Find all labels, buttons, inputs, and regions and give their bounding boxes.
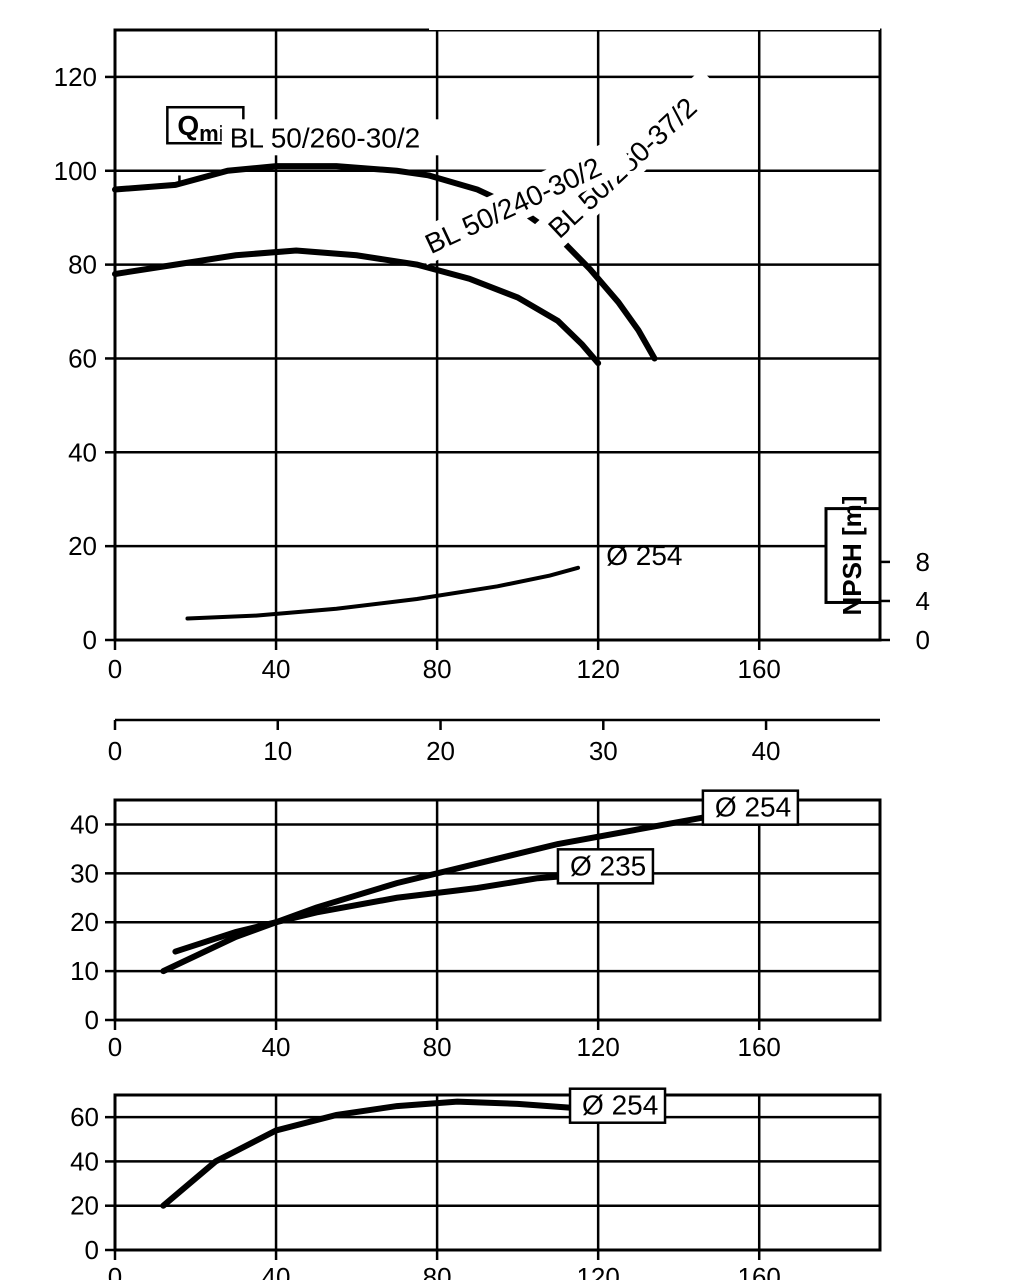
svg-text:0: 0 [108, 736, 122, 766]
svg-text:BL 50/260-30/2: BL 50/260-30/2 [230, 122, 420, 153]
svg-text:0: 0 [85, 1005, 99, 1035]
svg-text:160: 160 [738, 1262, 781, 1280]
svg-text:40: 40 [262, 1262, 291, 1280]
svg-text:120: 120 [576, 1262, 619, 1280]
svg-text:80: 80 [423, 654, 452, 684]
svg-text:0: 0 [916, 625, 930, 655]
svg-text:120: 120 [54, 62, 97, 92]
svg-text:10: 10 [263, 736, 292, 766]
chart-svg: 04080120160020406080100120048NPSH [m]Qmi… [0, 0, 1011, 1280]
svg-text:20: 20 [70, 1191, 99, 1221]
svg-text:8: 8 [916, 547, 930, 577]
svg-text:0: 0 [108, 1262, 122, 1280]
svg-text:NPSH [m]: NPSH [m] [837, 496, 867, 616]
svg-text:0: 0 [85, 1235, 99, 1265]
svg-text:0: 0 [83, 625, 97, 655]
svg-text:160: 160 [738, 1032, 781, 1062]
svg-text:0: 0 [108, 654, 122, 684]
svg-text:80: 80 [423, 1262, 452, 1280]
svg-text:20: 20 [68, 531, 97, 561]
svg-text:60: 60 [68, 343, 97, 373]
svg-text:40: 40 [70, 809, 99, 839]
svg-text:60: 60 [70, 1102, 99, 1132]
svg-text:40: 40 [68, 437, 97, 467]
svg-text:Ø 254: Ø 254 [606, 540, 682, 571]
svg-text:Ø 254: Ø 254 [715, 792, 791, 823]
svg-text:30: 30 [70, 858, 99, 888]
svg-text:30: 30 [589, 736, 618, 766]
svg-text:40: 40 [262, 654, 291, 684]
svg-text:40: 40 [752, 736, 781, 766]
svg-text:4: 4 [916, 586, 930, 616]
svg-text:40: 40 [70, 1146, 99, 1176]
page-container: 04080120160020406080100120048NPSH [m]Qmi… [0, 0, 1011, 1280]
svg-text:120: 120 [576, 1032, 619, 1062]
svg-text:20: 20 [70, 907, 99, 937]
svg-text:80: 80 [68, 250, 97, 280]
svg-text:120: 120 [576, 654, 619, 684]
svg-text:0: 0 [108, 1032, 122, 1062]
svg-text:Ø 235: Ø 235 [570, 850, 646, 881]
svg-text:160: 160 [738, 654, 781, 684]
svg-text:40: 40 [262, 1032, 291, 1062]
svg-text:10: 10 [70, 956, 99, 986]
svg-text:80: 80 [423, 1032, 452, 1062]
svg-text:Ø 254: Ø 254 [582, 1090, 658, 1121]
svg-text:20: 20 [426, 736, 455, 766]
svg-text:100: 100 [54, 156, 97, 186]
